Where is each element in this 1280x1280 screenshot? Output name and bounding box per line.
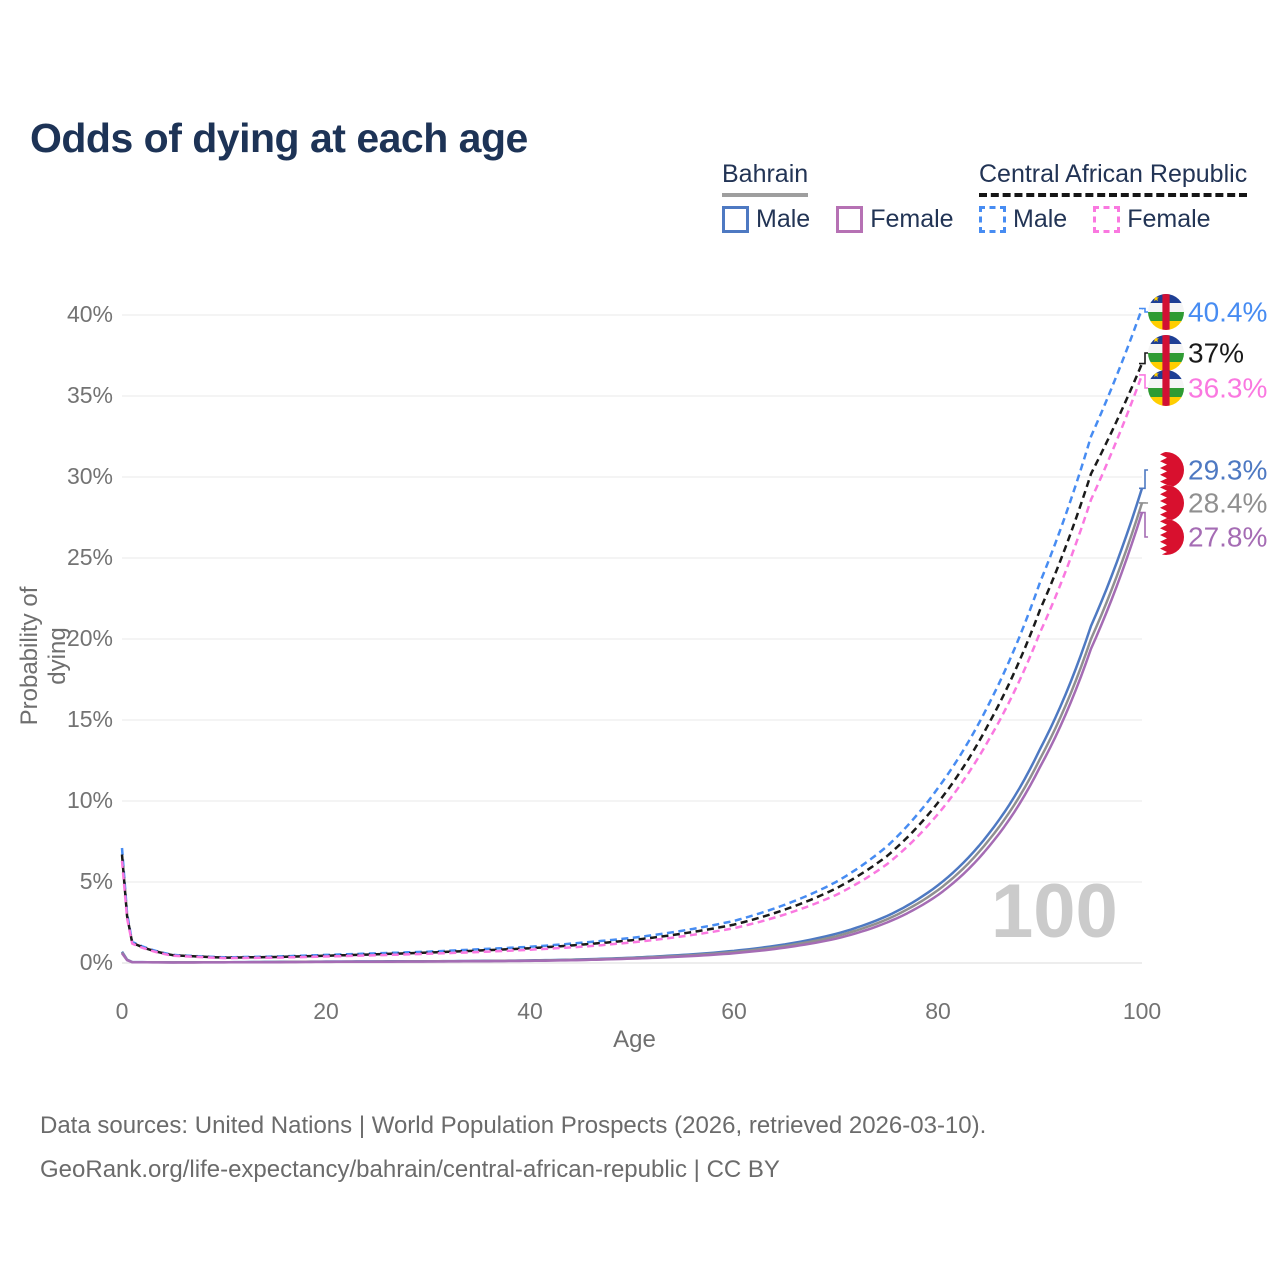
bahrain-flag-icon [1148,485,1184,521]
central-african-republic-flag-icon [1148,370,1184,406]
bahrain-female-swatch-icon [836,206,864,233]
legend-label: Female [870,205,954,233]
bahrain-male-swatch-icon [722,206,749,233]
legend-heading-bahrain: Bahrain [722,160,809,197]
legend-item-bahrain-female: Female [836,205,954,234]
end-label-connector [1139,511,1149,538]
y-tick-10%: 10% [66,787,113,813]
x-tick-0: 0 [115,998,129,1024]
legend-item-car-female: Female [1093,205,1211,234]
y-tick-25%: 25% [66,544,113,570]
x-tick-40: 40 [517,998,543,1024]
central-african-republic-flag-icon [1148,294,1184,330]
y-tick-0%: 0% [79,949,113,975]
y-tick-20%: 20% [66,625,113,651]
x-tick-60: 60 [721,998,747,1024]
age-watermark: 100 [991,869,1118,954]
y-tick-15%: 15% [66,706,113,732]
legend-group-bahrain: Bahrain Male Female [722,160,954,234]
end-value-label: 40.4% [1188,297,1267,328]
bahrain-flag-icon [1148,452,1184,488]
legend-label: Male [1013,205,1068,233]
legend-item-bahrain-male: Male [722,205,810,234]
end-value-label: 28.4% [1188,488,1267,519]
bahrain-flag-icon [1148,519,1184,555]
legend-label: Male [756,205,811,233]
data-sources-line: Data sources: United Nations | World Pop… [40,1112,987,1139]
x-tick-20: 20 [313,998,339,1024]
y-tick-35%: 35% [66,382,113,408]
end-value-label: 29.3% [1188,455,1267,486]
car-male-swatch-icon [979,206,1006,233]
x-tick-100: 100 [1122,998,1162,1024]
y-tick-5%: 5% [79,868,113,894]
series-line-bahrain-female [120,512,1144,964]
end-value-label: 37% [1188,338,1244,369]
series-line-central-african-republic-male [120,308,1144,959]
attribution-line: GeoRank.org/life-expectancy/bahrain/cent… [40,1156,780,1183]
y-tick-40%: 40% [66,301,113,327]
legend-group-central-african-republic: Central African Republic Male Female [979,160,1248,234]
page-title: Odds of dying at each age [30,115,528,162]
end-label-connector [1139,469,1149,490]
end-label-connector [1139,307,1149,313]
legend-heading-central-african-republic: Central African Republic [979,160,1248,197]
central-african-republic-flag-icon [1148,335,1184,371]
legend-item-car-male: Male [979,205,1067,234]
car-female-swatch-icon [1093,206,1121,233]
x-axis-label: Age [613,1026,656,1053]
x-tick-80: 80 [925,998,951,1024]
end-label-connector [1139,352,1149,365]
series-line-central-african-republic-both-sexes [120,363,1144,959]
series-line-central-african-republic-female [120,374,1144,960]
legend-label: Female [1127,205,1211,233]
series-line-bahrain-both-sexes [120,502,1144,964]
end-label-connector [1139,374,1149,389]
end-value-label: 36.3% [1188,373,1267,404]
y-tick-30%: 30% [66,463,113,489]
end-value-label: 27.8% [1188,522,1267,553]
footer: Data sources: United Nations | World Pop… [40,1104,986,1192]
